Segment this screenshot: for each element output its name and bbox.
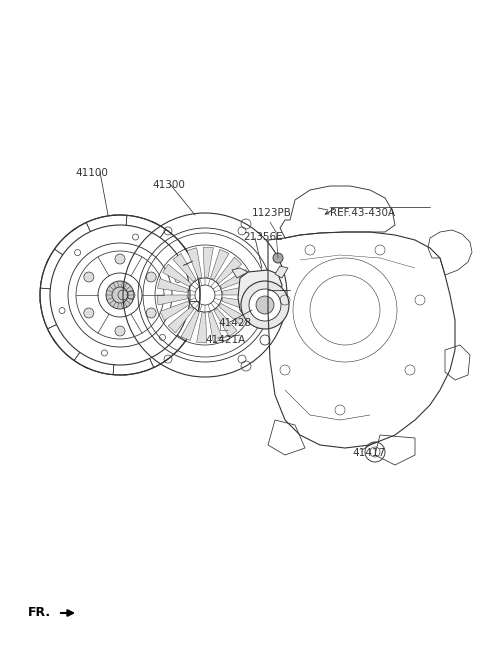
Polygon shape [238, 270, 282, 325]
Polygon shape [157, 279, 188, 293]
Polygon shape [211, 249, 229, 279]
Circle shape [101, 350, 108, 356]
Text: 41300: 41300 [152, 180, 185, 190]
Circle shape [273, 253, 283, 263]
Polygon shape [163, 264, 191, 287]
Circle shape [159, 335, 166, 340]
Polygon shape [204, 247, 213, 277]
Polygon shape [157, 295, 187, 305]
Polygon shape [187, 248, 202, 278]
Text: 41100: 41100 [75, 168, 108, 178]
Text: 41421A: 41421A [205, 335, 245, 345]
Text: REF.43-430A: REF.43-430A [330, 208, 395, 218]
Text: 41417: 41417 [352, 448, 385, 458]
Polygon shape [223, 285, 253, 295]
Polygon shape [275, 266, 288, 278]
Polygon shape [197, 313, 207, 343]
Polygon shape [219, 304, 247, 326]
Circle shape [106, 281, 134, 309]
Circle shape [256, 296, 274, 314]
Polygon shape [208, 312, 223, 342]
Polygon shape [220, 270, 250, 289]
Circle shape [241, 281, 289, 329]
Polygon shape [214, 308, 237, 337]
Circle shape [115, 326, 125, 336]
Text: FR.: FR. [28, 607, 51, 619]
Circle shape [115, 254, 125, 264]
Circle shape [175, 276, 181, 283]
Circle shape [59, 308, 65, 314]
Circle shape [146, 308, 156, 318]
Text: 41428: 41428 [218, 318, 251, 328]
Polygon shape [181, 310, 199, 340]
Polygon shape [168, 306, 194, 333]
Circle shape [132, 234, 139, 240]
Circle shape [84, 272, 94, 282]
Polygon shape [232, 268, 248, 278]
Circle shape [249, 289, 281, 321]
Polygon shape [173, 253, 196, 281]
Text: 1123PB: 1123PB [252, 208, 292, 218]
Circle shape [146, 272, 156, 282]
Circle shape [74, 249, 81, 256]
Polygon shape [216, 257, 242, 283]
Polygon shape [222, 298, 252, 312]
Text: 21356E: 21356E [243, 232, 283, 242]
Polygon shape [160, 301, 190, 320]
Circle shape [84, 308, 94, 318]
